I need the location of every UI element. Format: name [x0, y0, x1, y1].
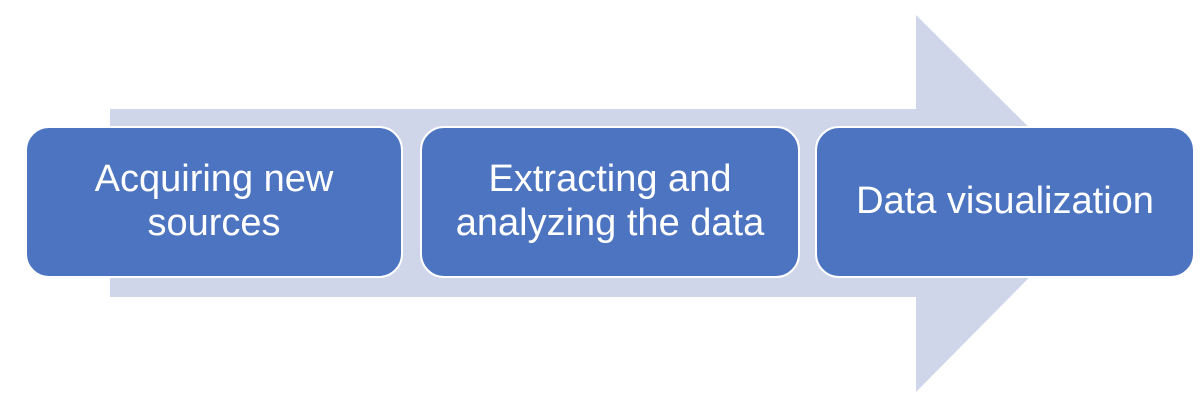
process-step-visualization: Data visualization	[815, 126, 1195, 278]
process-step-extracting: Extracting and analyzing the data	[420, 126, 800, 278]
process-step-label: Extracting and analyzing the data	[455, 158, 765, 244]
process-step-label: Data visualization	[856, 180, 1154, 223]
process-step-label: Acquiring new sources	[94, 158, 334, 244]
process-step-acquiring: Acquiring new sources	[25, 126, 403, 278]
